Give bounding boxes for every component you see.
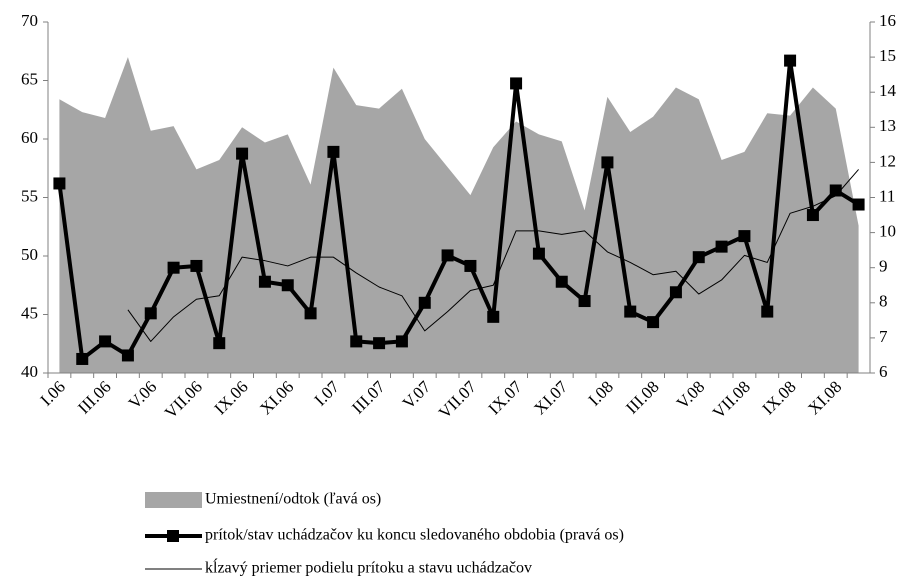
marker [715, 240, 728, 253]
x-tick-label: V.07 [399, 377, 435, 413]
x-tick-label: V.06 [125, 377, 161, 413]
marker [418, 296, 431, 309]
y2-tick-label: 10 [879, 222, 896, 241]
y-tick-label: 40 [21, 362, 38, 381]
legend-marker [167, 530, 179, 542]
marker [532, 247, 545, 260]
x-tick-label: I.07 [311, 377, 344, 410]
marker [327, 145, 340, 158]
y2-tick-label: 8 [879, 292, 888, 311]
x-tick-label: XI.06 [256, 377, 297, 418]
marker [784, 54, 797, 67]
y2-tick-label: 13 [879, 116, 896, 135]
marker [350, 335, 363, 348]
x-tick-label: IX.08 [759, 377, 800, 418]
x-tick-label: XI.07 [530, 377, 571, 418]
marker [441, 249, 454, 262]
marker [555, 275, 568, 288]
y-tick-label: 60 [21, 128, 38, 147]
marker [806, 209, 819, 222]
x-tick-label: VII.06 [161, 377, 206, 422]
marker [487, 310, 500, 323]
legend-label: prítok/stav uchádzačov ku koncu sledovan… [205, 527, 624, 544]
y2-tick-label: 15 [879, 46, 896, 65]
y-tick-label: 70 [21, 11, 38, 30]
x-tick-label: IX.06 [211, 377, 252, 418]
marker [121, 349, 134, 362]
legend-label: Umiestnení/odtok (ľavá os) [205, 491, 381, 508]
marker [190, 259, 203, 272]
x-tick-label: I.08 [585, 377, 617, 409]
x-tick-label: XI.08 [804, 377, 845, 418]
x-tick-label: VII.07 [435, 377, 481, 423]
x-tick-label: III.06 [74, 377, 114, 417]
marker [281, 279, 294, 292]
y2-tick-label: 9 [879, 257, 888, 276]
marker [578, 295, 591, 308]
marker [144, 307, 157, 320]
marker [76, 352, 89, 365]
legend-label: kĺzavý priemer podielu prítoku a stavu u… [205, 558, 532, 577]
x-tick-label: III.08 [622, 377, 662, 417]
marker [395, 335, 408, 348]
marker [510, 77, 523, 90]
marker [738, 230, 751, 243]
marker [829, 184, 842, 197]
y2-tick-label: 12 [879, 151, 896, 170]
x-tick-label: V.08 [673, 377, 709, 413]
marker [167, 261, 180, 274]
marker [647, 316, 660, 329]
y2-tick-label: 11 [879, 186, 895, 205]
marker [213, 337, 226, 350]
y-tick-label: 55 [21, 186, 38, 205]
y-tick-label: 65 [21, 69, 38, 88]
y-tick-label: 50 [21, 245, 38, 264]
marker [692, 251, 705, 264]
y2-tick-label: 6 [879, 362, 888, 381]
marker [624, 305, 637, 318]
x-tick-label: IX.07 [485, 377, 526, 418]
area [59, 57, 859, 373]
marker [852, 198, 865, 211]
marker [464, 259, 477, 272]
x-tick-label: III.07 [348, 377, 389, 418]
marker [761, 305, 774, 318]
marker [601, 156, 614, 169]
y-tick-label: 45 [21, 303, 38, 322]
x-tick-label: VII.08 [709, 377, 754, 422]
y2-tick-label: 16 [879, 11, 896, 30]
y2-tick-label: 14 [879, 81, 897, 100]
x-tick-label: I.06 [37, 377, 69, 409]
marker [304, 307, 317, 320]
marker [258, 275, 271, 288]
legend-swatch [145, 492, 202, 508]
y2-tick-label: 7 [879, 327, 888, 346]
marker [236, 147, 249, 160]
marker [53, 177, 66, 190]
marker [373, 337, 386, 350]
marker [669, 286, 682, 299]
marker [99, 335, 112, 348]
line [127, 169, 859, 342]
